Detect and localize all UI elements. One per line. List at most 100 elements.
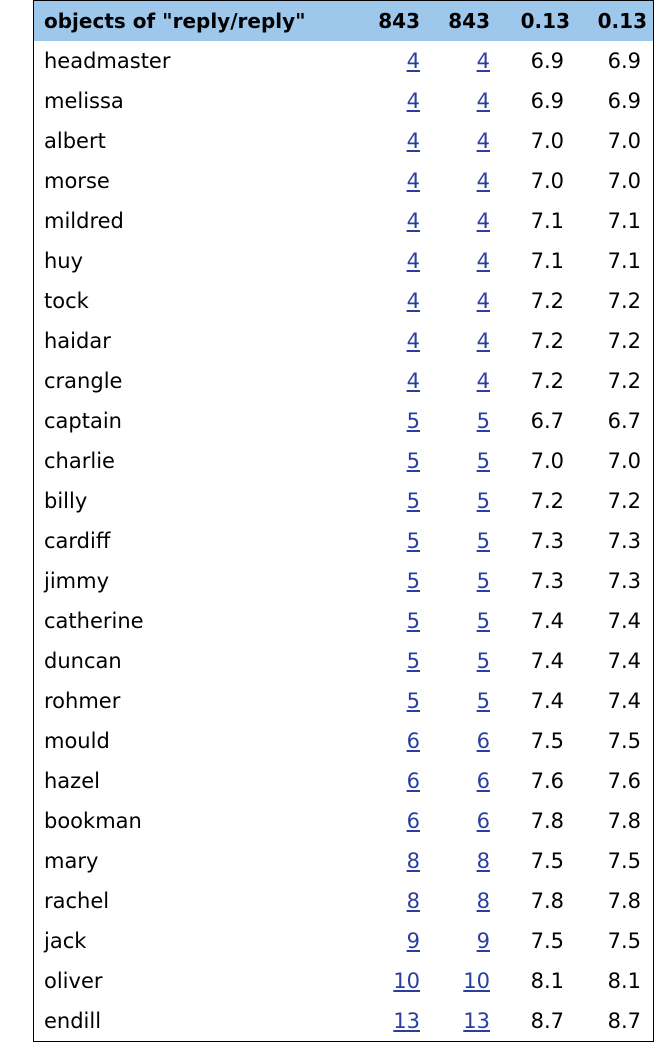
results-table-frame: objects of "reply/reply" 843 843 0.13 0.… [33,0,654,1042]
count-link-1[interactable]: 5 [406,409,420,433]
score-cell-2: 7.4 [607,609,641,633]
table-row: huy 4 4 7.1 7.1 [34,241,653,281]
count-link-1[interactable]: 5 [406,489,420,513]
count-cell-2: 4 [426,121,496,161]
header-score-2: 0.13 [597,9,647,33]
table-row: cardiff 5 5 7.3 7.3 [34,521,653,561]
object-name: crangle [44,369,123,393]
count-link-2[interactable]: 5 [476,649,490,673]
count-cell-2: 5 [426,681,496,721]
count-link-2[interactable]: 4 [476,289,490,313]
count-cell-1: 6 [356,721,426,761]
count-link-1[interactable]: 5 [406,569,420,593]
count-cell-2: 5 [426,481,496,521]
score-cell-2: 7.2 [607,369,641,393]
count-link-1[interactable]: 10 [393,969,420,993]
object-name: mary [44,849,99,873]
count-link-2[interactable]: 4 [476,89,490,113]
score-cell-1: 7.6 [530,769,564,793]
count-link-1[interactable]: 4 [406,289,420,313]
table-row: billy 5 5 7.2 7.2 [34,481,653,521]
count-link-1[interactable]: 4 [406,89,420,113]
count-link-2[interactable]: 6 [476,769,490,793]
count-cell-1: 9 [356,921,426,961]
score-cell-2: 7.8 [607,889,641,913]
count-link-1[interactable]: 6 [406,769,420,793]
count-cell-1: 4 [356,201,426,241]
count-link-1[interactable]: 5 [406,689,420,713]
count-link-1[interactable]: 13 [393,1009,420,1033]
table-row: albert 4 4 7.0 7.0 [34,121,653,161]
count-link-2[interactable]: 5 [476,489,490,513]
count-link-1[interactable]: 5 [406,609,420,633]
count-link-2[interactable]: 5 [476,409,490,433]
count-cell-1: 13 [356,1001,426,1041]
table-row: hazel 6 6 7.6 7.6 [34,761,653,801]
object-name: albert [44,129,106,153]
count-link-2[interactable]: 4 [476,49,490,73]
count-cell-1: 5 [356,441,426,481]
count-link-1[interactable]: 4 [406,49,420,73]
object-name: jimmy [44,569,110,593]
score-cell-1: 6.9 [530,89,564,113]
count-link-1[interactable]: 9 [406,929,420,953]
count-cell-2: 4 [426,281,496,321]
count-link-1[interactable]: 4 [406,169,420,193]
count-link-1[interactable]: 4 [406,329,420,353]
score-cell-1: 8.1 [530,969,564,993]
count-link-2[interactable]: 13 [463,1009,490,1033]
count-link-1[interactable]: 6 [406,809,420,833]
count-cell-1: 4 [356,321,426,361]
count-link-2[interactable]: 4 [476,209,490,233]
count-link-2[interactable]: 4 [476,129,490,153]
count-link-1[interactable]: 5 [406,529,420,553]
score-cell-2: 6.7 [607,409,641,433]
count-link-1[interactable]: 4 [406,369,420,393]
count-link-2[interactable]: 6 [476,729,490,753]
score-cell-2: 7.0 [607,449,641,473]
count-link-2[interactable]: 8 [476,889,490,913]
count-link-1[interactable]: 8 [406,889,420,913]
score-cell-1: 7.5 [530,929,564,953]
count-link-2[interactable]: 4 [476,329,490,353]
score-cell-2: 7.5 [607,729,641,753]
count-link-2[interactable]: 5 [476,689,490,713]
object-name: melissa [44,89,124,113]
object-name: mould [44,729,110,753]
table-row: mary 8 8 7.5 7.5 [34,841,653,881]
count-link-2[interactable]: 6 [476,809,490,833]
count-link-2[interactable]: 10 [463,969,490,993]
count-link-2[interactable]: 5 [476,569,490,593]
count-cell-2: 4 [426,41,496,81]
count-link-2[interactable]: 8 [476,849,490,873]
score-cell-1: 7.3 [530,569,564,593]
count-link-1[interactable]: 8 [406,849,420,873]
table-row: bookman 6 6 7.8 7.8 [34,801,653,841]
count-link-2[interactable]: 4 [476,169,490,193]
table-row: melissa 4 4 6.9 6.9 [34,81,653,121]
count-link-2[interactable]: 4 [476,249,490,273]
score-cell-1: 7.4 [530,689,564,713]
score-cell-2: 7.3 [607,529,641,553]
count-link-2[interactable]: 5 [476,529,490,553]
object-name: duncan [44,649,122,673]
score-cell-1: 7.2 [530,489,564,513]
score-cell-2: 7.5 [607,849,641,873]
count-link-1[interactable]: 4 [406,249,420,273]
count-link-1[interactable]: 4 [406,209,420,233]
score-cell-2: 8.1 [607,969,641,993]
count-link-1[interactable]: 5 [406,649,420,673]
count-link-2[interactable]: 4 [476,369,490,393]
count-link-2[interactable]: 5 [476,609,490,633]
score-cell-2: 6.9 [607,49,641,73]
count-link-1[interactable]: 5 [406,449,420,473]
table-row: tock 4 4 7.2 7.2 [34,281,653,321]
object-name: morse [44,169,110,193]
count-link-2[interactable]: 9 [476,929,490,953]
count-link-2[interactable]: 5 [476,449,490,473]
count-link-1[interactable]: 6 [406,729,420,753]
count-link-1[interactable]: 4 [406,129,420,153]
count-cell-1: 4 [356,161,426,201]
score-cell-1: 7.5 [530,849,564,873]
count-cell-2: 6 [426,761,496,801]
